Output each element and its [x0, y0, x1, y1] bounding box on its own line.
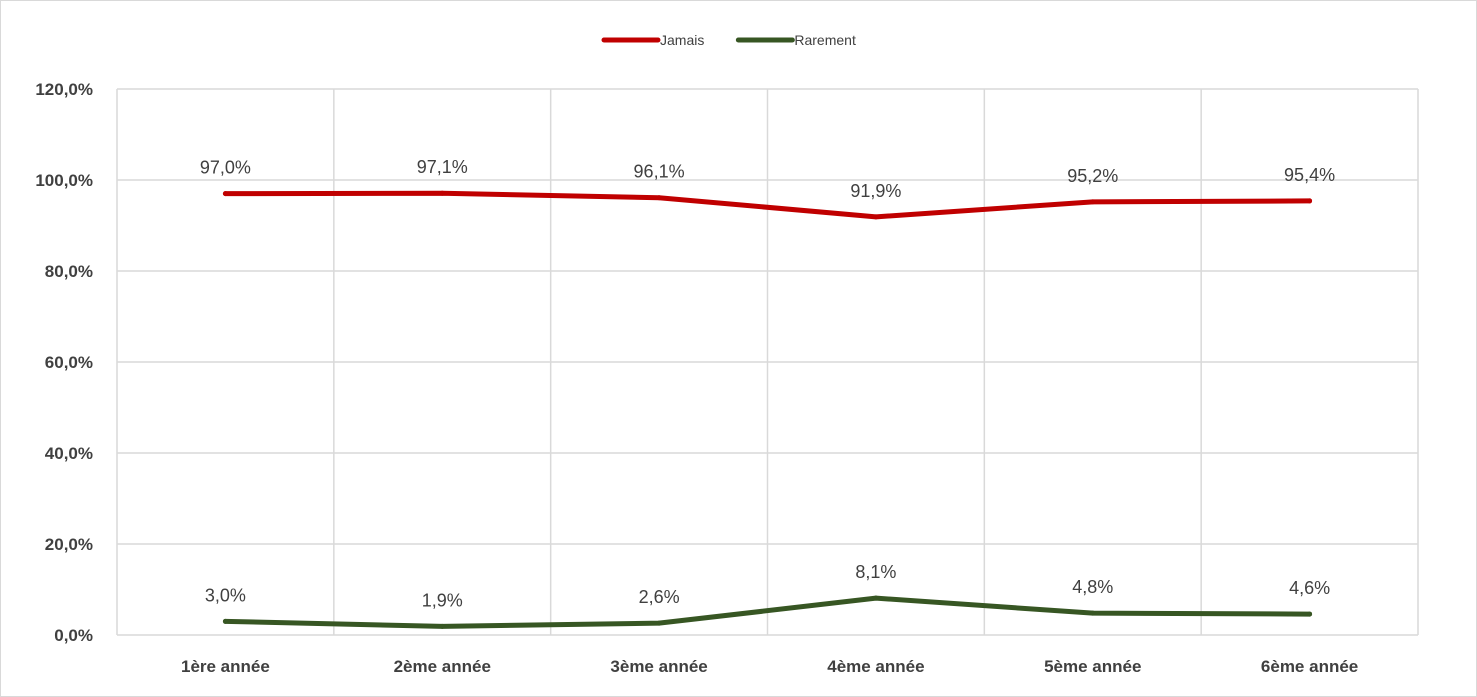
data-point	[222, 618, 228, 624]
x-axis-ticks: 1ère année 2ème année 3ème année 4ème année…	[181, 657, 1358, 676]
x-tick-label: 3ème année	[610, 657, 707, 676]
series-line-jamais	[222, 190, 1313, 220]
data-point	[1307, 611, 1313, 617]
x-tick-label: 5ème année	[1044, 657, 1141, 676]
x-tick-label: 4ème année	[827, 657, 924, 676]
data-label: 97,1%	[417, 157, 468, 177]
data-point	[656, 620, 662, 626]
data-label: 1,9%	[422, 590, 463, 610]
x-tick-label: 6ème année	[1261, 657, 1358, 676]
data-label: 2,6%	[639, 587, 680, 607]
y-axis-ticks: 0,0% 20,0% 40,0% 60,0% 80,0% 100,0% 120,0%	[35, 80, 93, 645]
data-label: 97,0%	[200, 158, 251, 178]
data-point	[439, 623, 445, 629]
data-label: 8,1%	[855, 562, 896, 582]
data-label: 95,4%	[1284, 165, 1335, 185]
data-point	[439, 190, 445, 196]
series-lines	[222, 190, 1313, 629]
data-point	[1090, 610, 1096, 616]
data-point	[1090, 199, 1096, 205]
data-point	[873, 214, 879, 220]
series-line-rarement	[222, 595, 1313, 629]
data-label: 3,0%	[205, 585, 246, 605]
data-label: 95,2%	[1067, 166, 1118, 186]
y-tick-label: 60,0%	[45, 353, 93, 372]
legend: Jamais Rarement	[601, 32, 856, 48]
data-label: 91,9%	[850, 181, 901, 201]
y-tick-label: 120,0%	[35, 80, 93, 99]
y-tick-label: 100,0%	[35, 171, 93, 190]
data-label: 96,1%	[634, 162, 685, 182]
x-tick-label: 1ère année	[181, 657, 270, 676]
x-tick-label: 2ème année	[394, 657, 491, 676]
y-tick-label: 0,0%	[54, 626, 93, 645]
data-labels: 97,0% 97,1% 96,1% 91,9% 95,2% 95,4% 3,0% 1,9% 2,…	[200, 157, 1335, 610]
data-point	[873, 595, 879, 601]
data-point	[1307, 198, 1313, 204]
y-tick-label: 80,0%	[45, 262, 93, 281]
y-tick-label: 20,0%	[45, 535, 93, 554]
data-label: 4,6%	[1289, 578, 1330, 598]
legend-label: Jamais	[660, 32, 704, 48]
y-tick-label: 40,0%	[45, 444, 93, 463]
data-label: 4,8%	[1072, 577, 1113, 597]
legend-label: Rarement	[794, 32, 856, 48]
data-point	[222, 191, 228, 197]
data-point	[656, 195, 662, 201]
gridlines	[116, 88, 1419, 636]
